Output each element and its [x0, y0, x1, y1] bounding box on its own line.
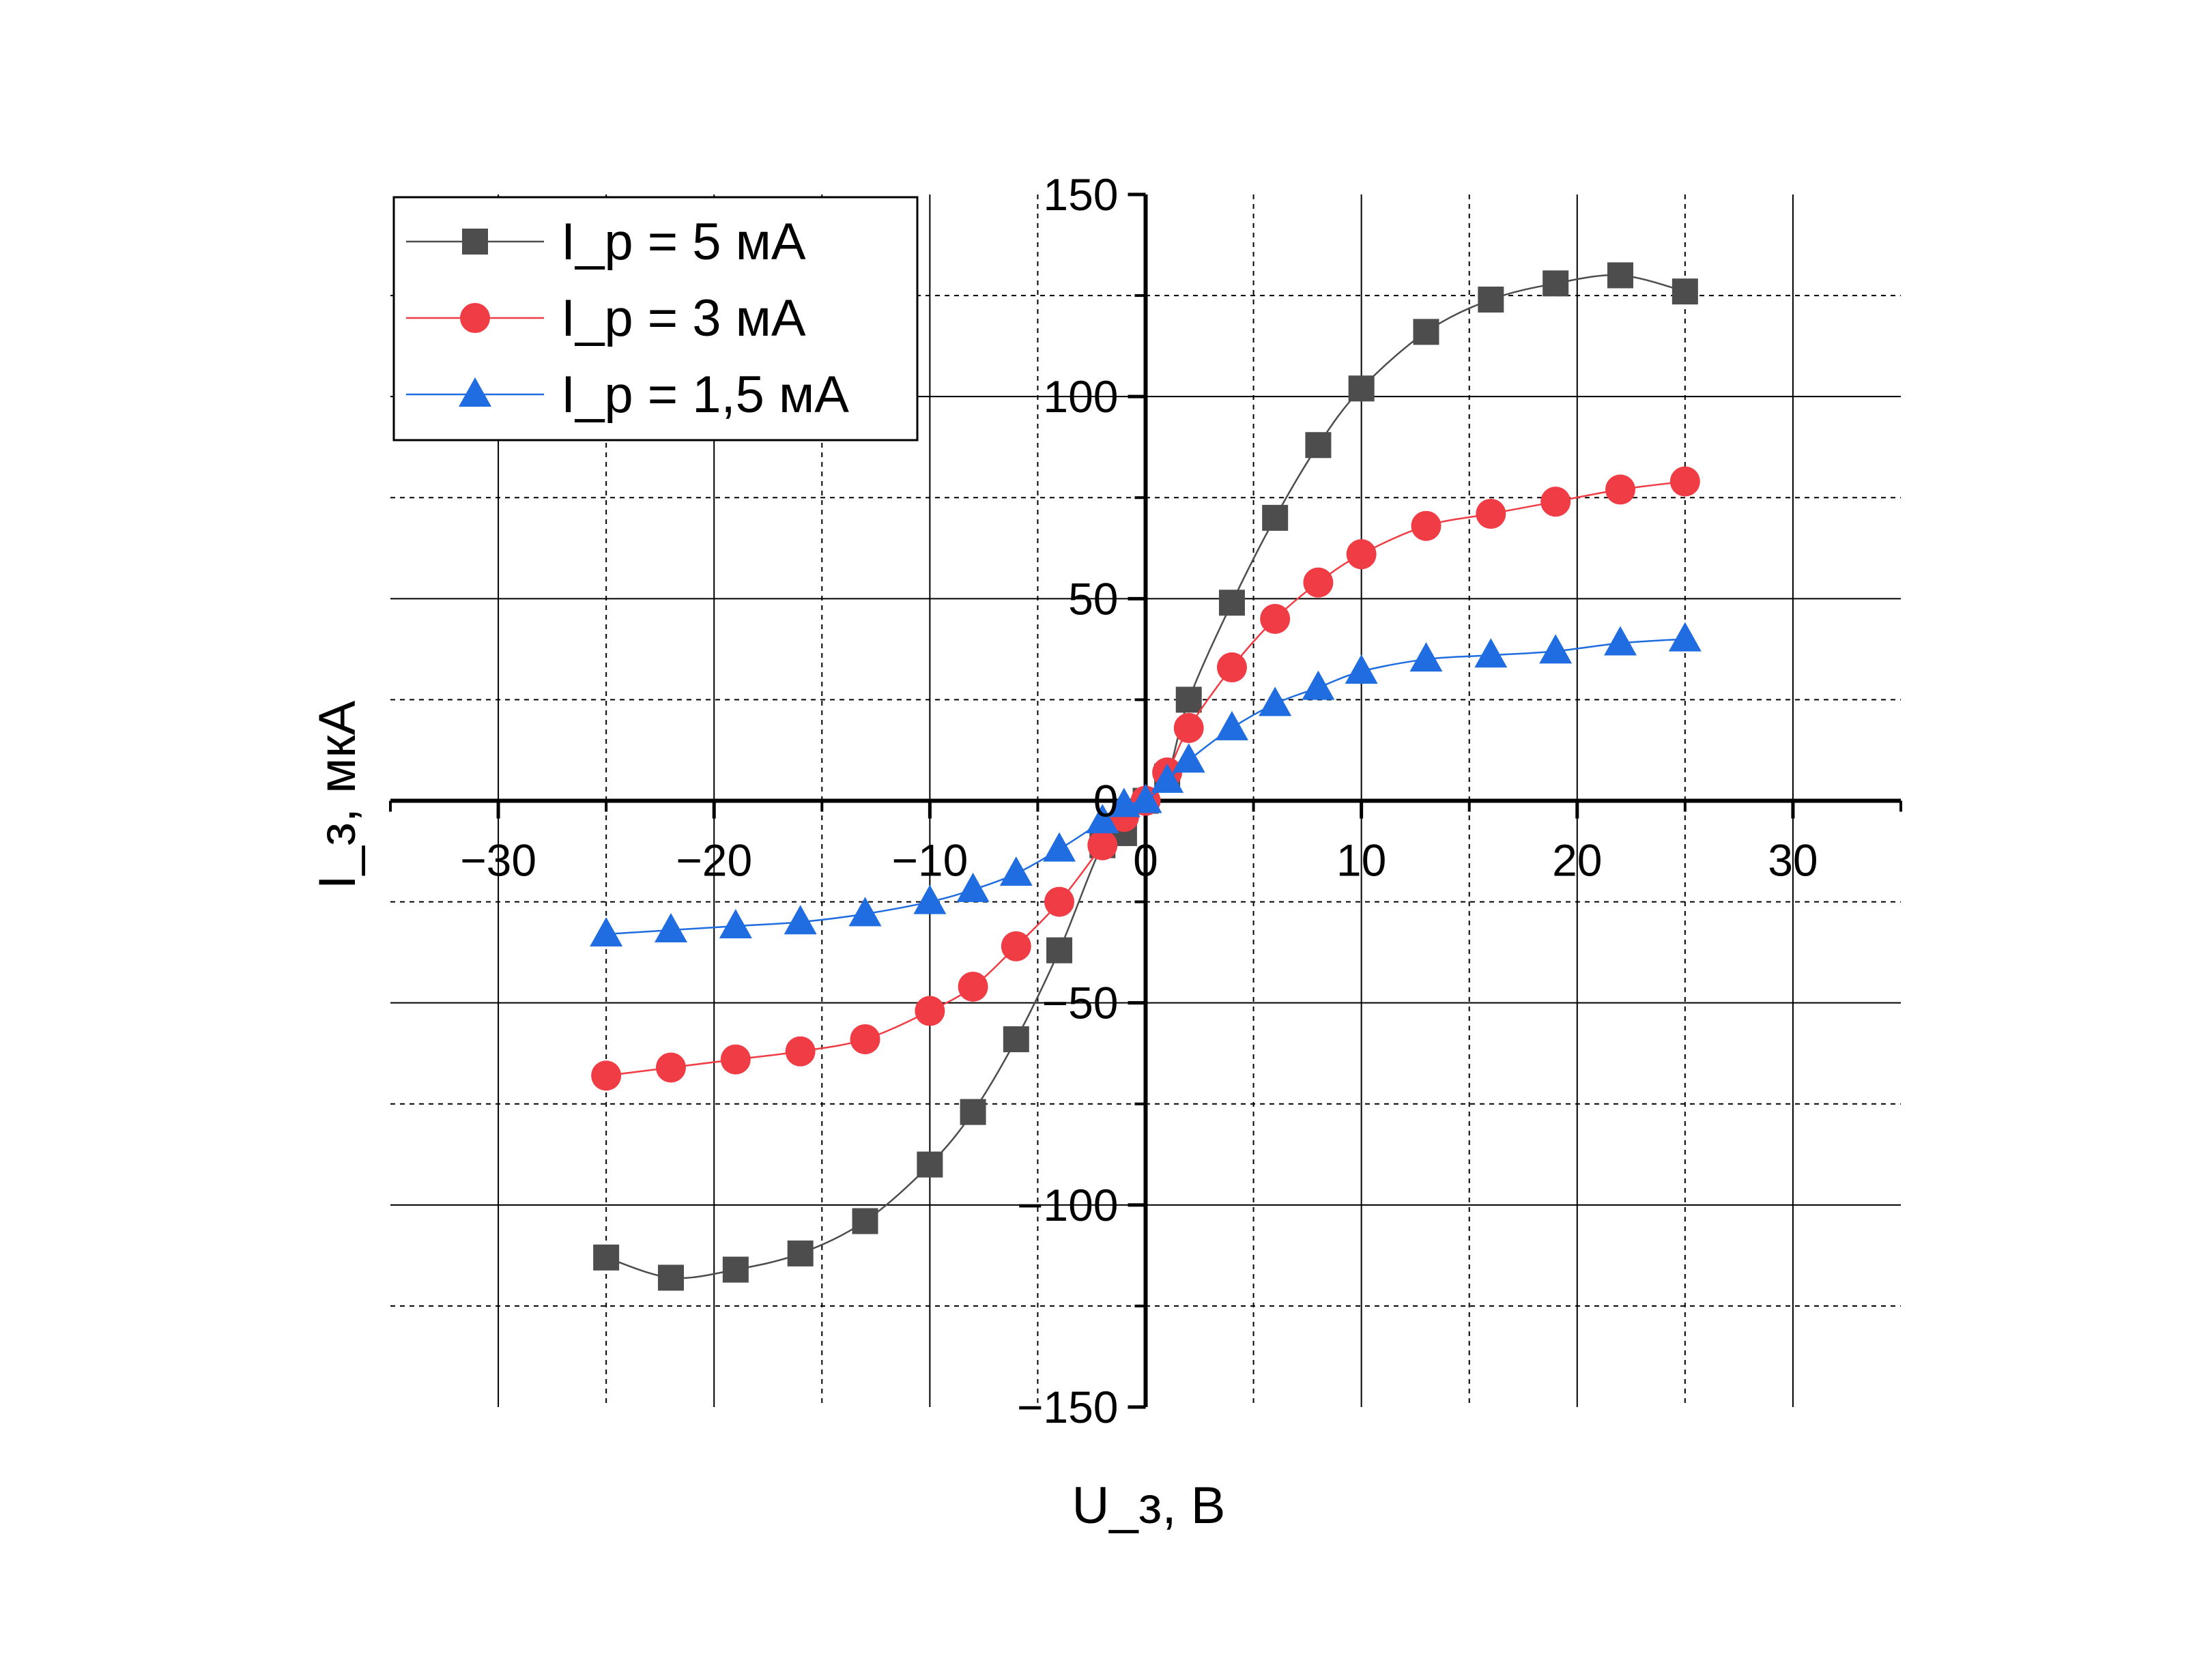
data-point-series-2 [1474, 638, 1508, 668]
data-point-series-0 [960, 1099, 986, 1125]
data-point-series-1 [1605, 474, 1636, 505]
data-point-series-0 [1305, 432, 1332, 459]
data-point-series-1 [1346, 539, 1377, 570]
data-point-series-1 [1216, 652, 1247, 683]
x-tick-label: 30 [1768, 835, 1818, 886]
x-tick-label: 0 [1133, 835, 1158, 886]
data-point-series-1 [720, 1044, 751, 1075]
data-point-series-2 [1302, 670, 1335, 700]
data-point-series-2 [999, 856, 1033, 886]
data-point-series-1 [915, 996, 945, 1026]
data-point-series-2 [1409, 642, 1443, 672]
data-point-series-1 [1303, 567, 1334, 598]
data-point-series-0 [1413, 319, 1439, 345]
data-point-series-0 [657, 1264, 684, 1291]
legend-marker-0 [462, 229, 488, 255]
x-tick-label: −10 [891, 835, 968, 886]
data-point-series-0 [1003, 1026, 1029, 1052]
data-point-series-0 [1607, 262, 1634, 289]
data-point-series-2 [1215, 710, 1248, 740]
y-tick-label: −100 [1017, 1180, 1119, 1230]
x-tick-label: −20 [676, 835, 752, 886]
data-point-series-2 [784, 905, 817, 935]
data-point-series-1 [1087, 830, 1118, 860]
series-layer [590, 262, 1702, 1291]
data-point-series-0 [1348, 375, 1375, 402]
y-tick-label: 50 [1068, 573, 1118, 624]
data-point-series-2 [913, 884, 947, 914]
data-point-series-2 [1668, 622, 1702, 652]
data-point-series-0 [1543, 270, 1569, 297]
data-point-series-1 [591, 1060, 622, 1091]
data-point-series-0 [917, 1151, 943, 1178]
data-point-series-0 [1262, 504, 1289, 531]
y-tick-label: 100 [1043, 371, 1118, 422]
data-point-series-2 [590, 916, 623, 946]
x-tick-label: −30 [460, 835, 536, 886]
data-point-series-0 [1175, 686, 1202, 713]
data-point-series-2 [956, 872, 990, 902]
x-tick-label: 20 [1552, 835, 1602, 886]
x-tick-label: 10 [1336, 835, 1386, 886]
data-point-series-0 [787, 1240, 814, 1266]
data-point-series-0 [852, 1208, 878, 1234]
data-point-series-1 [850, 1024, 880, 1054]
data-point-series-2 [848, 897, 882, 927]
legend-marker-2 [459, 377, 491, 407]
data-point-series-1 [1476, 498, 1506, 529]
data-point-series-1 [1260, 603, 1291, 634]
data-point-series-0 [722, 1256, 749, 1283]
data-point-series-1 [958, 971, 988, 1002]
data-point-series-0 [1478, 287, 1504, 313]
data-point-series-0 [593, 1244, 620, 1271]
data-point-series-1 [1669, 466, 1700, 497]
y-tick-label: 150 [1043, 169, 1118, 220]
legend-marker-1 [460, 303, 490, 333]
data-point-series-2 [1345, 654, 1378, 684]
data-point-series-2 [1604, 626, 1637, 656]
data-point-series-2 [1043, 832, 1076, 862]
y-tick-label: −50 [1042, 978, 1119, 1028]
legend-label-2: I_р = 1,5 мА [561, 366, 849, 424]
y-tick-label: −150 [1017, 1382, 1119, 1432]
legend: I_р = 5 мА I_р = 3 мА I_р = 1,5 мА [392, 196, 919, 441]
data-point-series-1 [1001, 931, 1031, 961]
data-point-series-0 [1672, 278, 1698, 305]
data-point-series-2 [654, 913, 687, 943]
data-point-series-1 [655, 1052, 686, 1083]
data-point-series-0 [1046, 937, 1073, 964]
legend-label-0: I_р = 5 мА [561, 213, 806, 271]
legend-label-1: I_р = 3 мА [561, 289, 806, 347]
data-point-series-1 [1173, 712, 1204, 743]
y-axis-label: I_з, мкА [309, 700, 367, 889]
y-tick-label: 0 [1093, 776, 1119, 826]
data-point-series-2 [1086, 804, 1119, 834]
data-point-series-2 [1259, 686, 1292, 716]
data-point-series-2 [1172, 743, 1205, 773]
x-axis-label: U_з, В [1072, 1477, 1226, 1535]
data-point-series-2 [719, 909, 752, 939]
data-point-series-2 [1129, 783, 1162, 813]
data-point-series-1 [1044, 886, 1075, 917]
data-point-series-2 [1539, 634, 1573, 664]
data-point-series-1 [1411, 510, 1441, 541]
data-point-series-2 [1151, 763, 1184, 793]
data-point-series-1 [1540, 487, 1571, 517]
data-point-series-0 [1218, 590, 1245, 616]
data-point-series-1 [785, 1036, 816, 1067]
